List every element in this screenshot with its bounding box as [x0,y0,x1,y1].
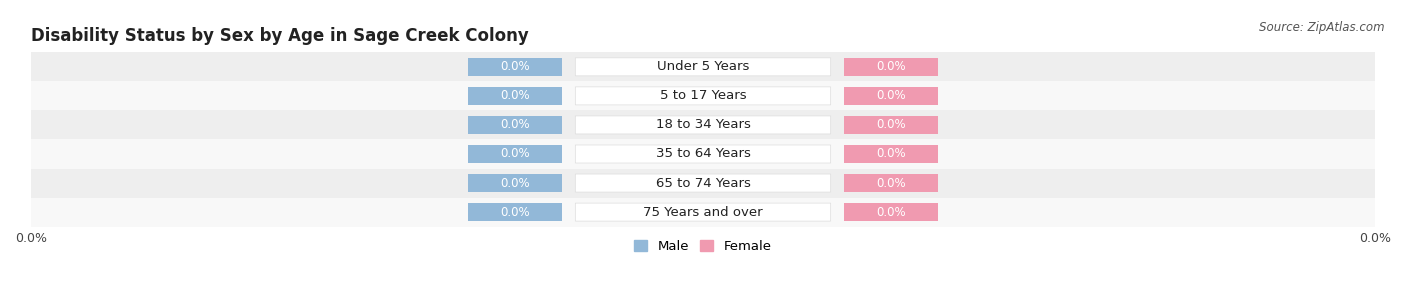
Bar [31,198,1375,227]
Text: 0.0%: 0.0% [876,60,905,73]
Text: 0.0%: 0.0% [501,118,530,131]
Text: 0.0%: 0.0% [501,89,530,102]
Bar [844,58,938,76]
Bar [468,203,562,221]
Bar [844,87,938,105]
FancyBboxPatch shape [575,116,831,134]
Text: Source: ZipAtlas.com: Source: ZipAtlas.com [1260,21,1385,34]
Text: 65 to 74 Years: 65 to 74 Years [655,177,751,189]
Bar [844,174,938,192]
Text: 35 to 64 Years: 35 to 64 Years [655,148,751,160]
Text: 0.0%: 0.0% [876,118,905,131]
Bar [468,87,562,105]
Bar [31,169,1375,198]
Bar [31,139,1375,169]
Text: 0.0%: 0.0% [501,60,530,73]
Text: Under 5 Years: Under 5 Years [657,60,749,73]
FancyBboxPatch shape [575,87,831,105]
Text: 0.0%: 0.0% [501,177,530,189]
FancyBboxPatch shape [575,58,831,76]
Bar [844,203,938,221]
Text: 0.0%: 0.0% [501,206,530,219]
FancyBboxPatch shape [575,203,831,221]
Bar [31,110,1375,139]
Bar [31,81,1375,110]
Bar [844,116,938,134]
Bar [844,145,938,163]
Bar [468,58,562,76]
Bar [31,52,1375,81]
Text: 75 Years and over: 75 Years and over [643,206,763,219]
Text: 0.0%: 0.0% [876,89,905,102]
FancyBboxPatch shape [575,174,831,192]
Bar [468,174,562,192]
Text: 0.0%: 0.0% [876,177,905,189]
Legend: Male, Female: Male, Female [628,235,778,258]
Text: 0.0%: 0.0% [876,206,905,219]
FancyBboxPatch shape [575,145,831,163]
Bar [468,116,562,134]
Text: 0.0%: 0.0% [876,148,905,160]
Text: Disability Status by Sex by Age in Sage Creek Colony: Disability Status by Sex by Age in Sage … [31,27,529,45]
Text: 18 to 34 Years: 18 to 34 Years [655,118,751,131]
Text: 5 to 17 Years: 5 to 17 Years [659,89,747,102]
Text: 0.0%: 0.0% [501,148,530,160]
Bar [468,145,562,163]
